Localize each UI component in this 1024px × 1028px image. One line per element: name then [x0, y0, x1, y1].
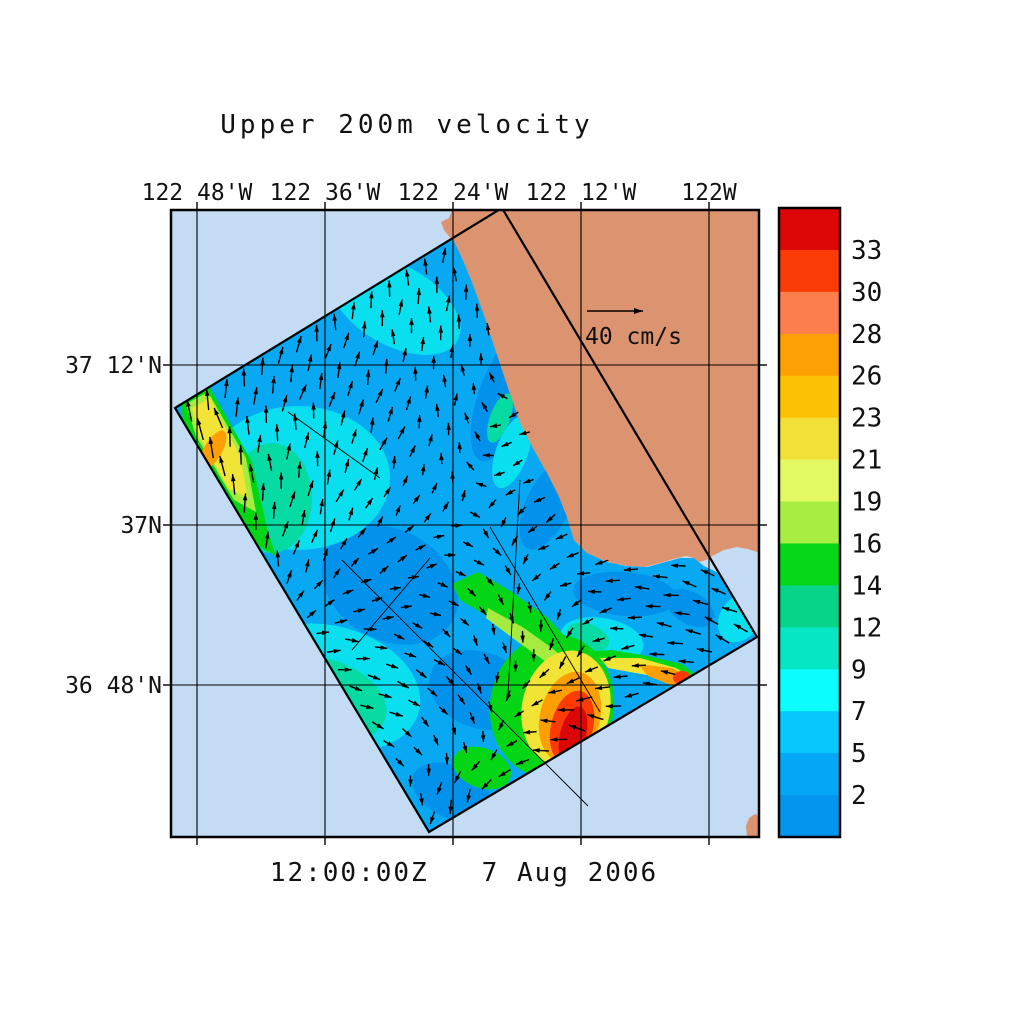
colorbar-tick-label: 33: [851, 236, 882, 266]
lat-tick-label: 36 48'N: [65, 673, 162, 699]
colorbar-tick-label: 30: [851, 278, 882, 308]
colorbar-tick-label: 9: [851, 655, 867, 685]
lat-tick-label: 37N: [120, 513, 162, 539]
valid-time-label: 12:00:00Z 7 Aug 2006: [270, 858, 658, 888]
colorbar-band: [779, 250, 840, 293]
map-plot-area: 122 48'W 122 36'W 122 24'W 122 12'W 122W 37 1…: [65, 180, 771, 845]
colorbar-band: [779, 753, 840, 796]
colorbar-tick-label: 21: [851, 446, 882, 476]
colorbar-tick-label: 28: [851, 320, 882, 350]
lon-tick-label: 122 36'W: [270, 180, 381, 206]
colorbar: 33 30 28 26 23 21 19 16 14 12 9 7 5 2: [779, 208, 882, 838]
lat-tick-label: 37 12'N: [65, 353, 162, 379]
colorbar-tick-label: 2: [851, 781, 867, 811]
page-title: Upper 200m velocity: [220, 110, 593, 140]
colorbar-band: [779, 711, 840, 754]
colorbar-tick-label: 19: [851, 488, 882, 518]
colorbar-band: [779, 502, 840, 545]
colorbar-tick-label: 16: [851, 529, 882, 559]
lon-tick-label: 122W: [681, 180, 737, 206]
colorbar-band: [779, 543, 840, 586]
colorbar-tick-label: 5: [851, 739, 867, 769]
colorbar-band: [779, 376, 840, 419]
colorbar-tick-label: 12: [851, 613, 882, 643]
colorbar-band: [779, 669, 840, 712]
colorbar-band: [779, 627, 840, 670]
colorbar-band: [779, 585, 840, 628]
lon-tick-label: 122 12'W: [526, 180, 637, 206]
colorbar-band: [779, 795, 840, 838]
colorbar-tick-label: 26: [851, 362, 882, 392]
reference-vector-label: 40 cm/s: [585, 324, 682, 350]
colorbar-band: [779, 460, 840, 503]
colorbar-tick-label: 7: [851, 697, 867, 727]
colorbar-band: [779, 208, 840, 251]
colorbar-band: [779, 418, 840, 461]
colorbar-band: [779, 334, 840, 377]
colorbar-tick-label: 14: [851, 571, 882, 601]
lon-tick-label: 122 24'W: [398, 180, 509, 206]
colorbar-band: [779, 292, 840, 335]
lon-tick-label: 122 48'W: [142, 180, 253, 206]
colorbar-tick-label: 23: [851, 404, 882, 434]
